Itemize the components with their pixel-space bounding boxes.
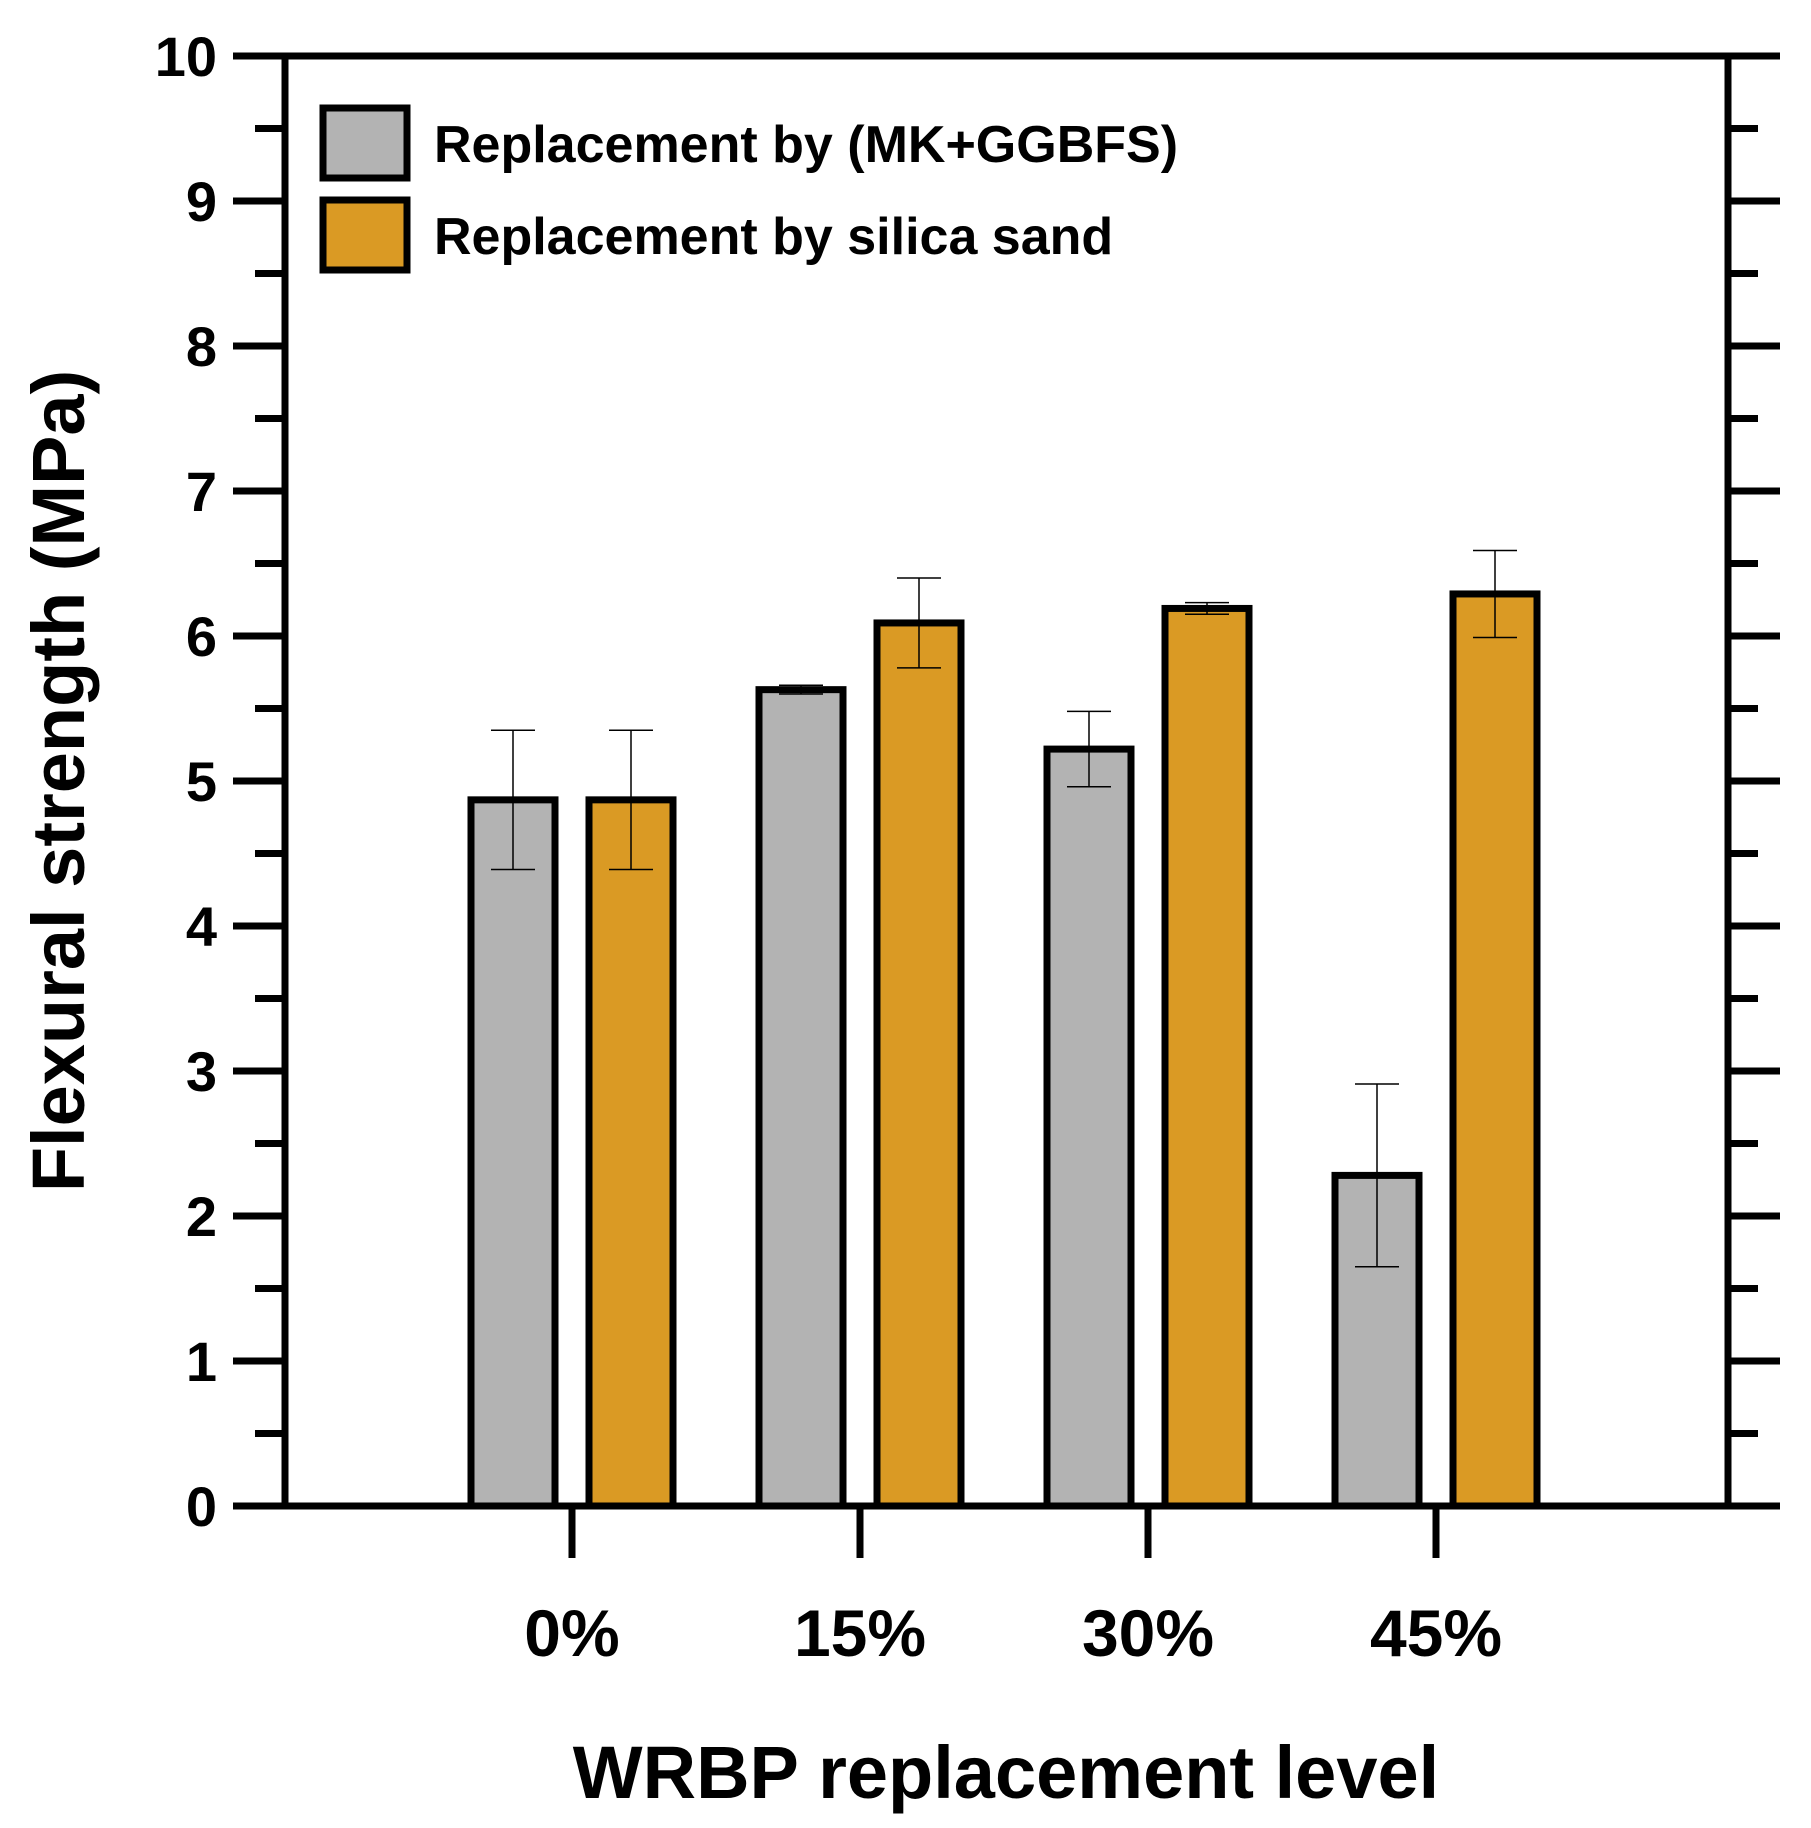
x-category-label: 0% (524, 1596, 619, 1670)
legend-swatch-silica-sand (319, 196, 411, 274)
x-category-label: 30% (1082, 1596, 1214, 1670)
y-tick-label: 4 (186, 895, 217, 958)
y-tick-label: 2 (186, 1185, 217, 1248)
legend: Replacement by (MK+GGBFS) Replacement by… (319, 104, 1178, 274)
bar-mk-ggbfs-30pct (1043, 745, 1135, 1510)
y-axis-title: Flexural strength (MPa) (17, 370, 100, 1192)
bar-silica-sand-15pct (873, 619, 965, 1510)
x-category-label: 15% (794, 1596, 926, 1670)
legend-label-silica-sand: Replacement by silica sand (434, 208, 1113, 266)
x-category-label: 45% (1370, 1596, 1502, 1670)
y-tick-label: 3 (186, 1040, 217, 1103)
y-axis: 0 1 2 3 4 5 6 7 8 9 10 (155, 25, 1780, 1538)
y-tick-label: 10 (155, 25, 217, 88)
x-axis: 0% 15% 30% 45% (524, 1506, 1502, 1670)
bar-mk-ggbfs-0pct (467, 796, 559, 1510)
y-tick-label: 1 (186, 1330, 217, 1393)
bar-mk-ggbfs-15pct (755, 686, 847, 1510)
y-tick-label: 9 (186, 170, 217, 233)
error-bars (491, 549, 1517, 1268)
bar-silica-sand-45pct (1449, 590, 1541, 1510)
y-tick-label: 5 (186, 750, 217, 813)
y-tick-label: 8 (186, 315, 217, 378)
bars (467, 590, 1541, 1510)
x-axis-title: WRBP replacement level (573, 1731, 1439, 1814)
y-tick-label: 7 (186, 460, 217, 523)
legend-swatch-mk-ggbfs (319, 104, 411, 182)
y-tick-label: 6 (186, 605, 217, 668)
y-tick-label: 0 (186, 1475, 217, 1538)
bar-silica-sand-0pct (585, 796, 677, 1510)
legend-label-mk-ggbfs: Replacement by (MK+GGBFS) (434, 116, 1178, 174)
bar-silica-sand-30pct (1161, 604, 1253, 1510)
